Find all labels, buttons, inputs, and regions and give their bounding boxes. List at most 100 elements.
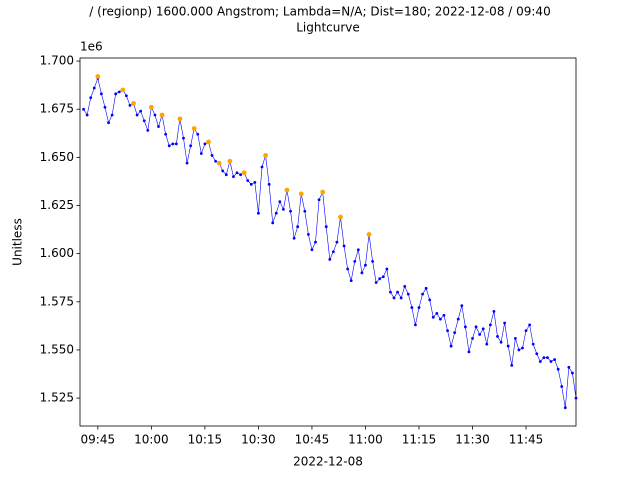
chart-subtitle: Lightcurve bbox=[296, 21, 360, 35]
data-point bbox=[506, 344, 510, 348]
data-point bbox=[471, 336, 474, 340]
data-point bbox=[435, 311, 439, 315]
x-tick-label: 11:15 bbox=[402, 433, 437, 447]
data-point bbox=[478, 333, 482, 336]
data-point bbox=[331, 250, 335, 254]
data-point bbox=[542, 356, 546, 360]
data-point bbox=[196, 132, 200, 136]
data-point bbox=[406, 292, 410, 296]
data-point bbox=[524, 329, 528, 333]
data-point bbox=[271, 221, 275, 225]
data-point bbox=[392, 296, 396, 300]
data-point bbox=[210, 154, 214, 157]
data-point bbox=[253, 180, 257, 184]
data-point bbox=[131, 101, 136, 106]
data-point bbox=[103, 105, 107, 109]
data-point bbox=[159, 112, 165, 118]
data-point bbox=[560, 385, 564, 388]
data-point bbox=[289, 209, 292, 213]
data-point bbox=[278, 200, 282, 204]
data-point bbox=[563, 406, 567, 410]
data-point bbox=[246, 179, 250, 182]
data-point bbox=[303, 209, 307, 213]
data-point bbox=[128, 103, 132, 107]
data-point bbox=[421, 292, 424, 296]
y-tick-label: 1.675 bbox=[40, 102, 74, 116]
data-point bbox=[574, 396, 578, 400]
data-point bbox=[148, 104, 154, 110]
data-point bbox=[439, 317, 442, 321]
x-tick-label: 10:45 bbox=[295, 433, 330, 447]
data-point bbox=[481, 327, 485, 331]
data-point bbox=[571, 371, 574, 375]
data-point bbox=[167, 144, 171, 148]
y-tick-label: 1.625 bbox=[40, 198, 74, 212]
data-point bbox=[284, 187, 290, 193]
data-point bbox=[553, 358, 556, 361]
data-point bbox=[110, 113, 114, 117]
y-offset-label: 1e6 bbox=[80, 40, 103, 54]
data-point bbox=[314, 240, 317, 244]
data-point bbox=[216, 160, 222, 166]
data-point bbox=[182, 136, 185, 140]
x-tick-label: 11:00 bbox=[348, 433, 383, 447]
y-tick-label: 1.575 bbox=[40, 294, 74, 308]
data-point bbox=[177, 116, 183, 122]
data-point bbox=[356, 248, 360, 252]
x-tick-label: 10:15 bbox=[188, 433, 223, 447]
data-point bbox=[396, 290, 399, 294]
data-point bbox=[499, 340, 503, 344]
data-point bbox=[206, 139, 211, 145]
data-point bbox=[410, 306, 414, 309]
data-point bbox=[535, 352, 539, 356]
data-point bbox=[549, 360, 553, 363]
data-point bbox=[191, 126, 197, 131]
data-point bbox=[442, 313, 446, 317]
x-tick-label: 11:30 bbox=[455, 433, 490, 447]
data-point bbox=[492, 310, 496, 313]
data-point bbox=[317, 198, 321, 202]
data-point bbox=[324, 225, 328, 229]
data-point bbox=[428, 298, 432, 302]
data-point bbox=[257, 211, 260, 215]
data-point bbox=[82, 107, 85, 111]
data-point bbox=[431, 315, 435, 319]
data-point bbox=[221, 169, 225, 173]
data-point bbox=[306, 232, 310, 236]
data-point bbox=[107, 121, 110, 125]
data-point bbox=[556, 367, 560, 371]
data-point bbox=[117, 90, 121, 94]
data-point bbox=[232, 175, 235, 179]
x-tick-label: 11:45 bbox=[509, 433, 544, 447]
data-point bbox=[503, 321, 507, 325]
data-point bbox=[310, 248, 314, 252]
y-tick-label: 1.525 bbox=[40, 391, 74, 405]
data-point bbox=[189, 144, 193, 148]
series-line bbox=[83, 77, 577, 408]
data-point bbox=[142, 119, 146, 123]
data-point bbox=[85, 113, 89, 117]
data-point bbox=[424, 286, 428, 290]
y-tick-label: 1.600 bbox=[40, 246, 74, 260]
data-point bbox=[95, 74, 101, 79]
data-point bbox=[114, 92, 118, 96]
data-point bbox=[449, 344, 453, 348]
data-point bbox=[364, 263, 367, 267]
data-point bbox=[485, 342, 489, 346]
data-point bbox=[453, 331, 457, 335]
data-point bbox=[346, 267, 350, 271]
data-point bbox=[342, 244, 346, 248]
data-point bbox=[157, 125, 160, 128]
data-point bbox=[292, 236, 296, 240]
data-point bbox=[241, 170, 247, 176]
data-point bbox=[414, 323, 417, 327]
data-point bbox=[298, 191, 304, 197]
data-point bbox=[460, 304, 464, 308]
data-point bbox=[267, 182, 271, 186]
data-point bbox=[456, 317, 460, 321]
data-point bbox=[538, 360, 542, 363]
data-point bbox=[296, 225, 300, 229]
data-point bbox=[120, 87, 126, 93]
data-point bbox=[403, 284, 407, 288]
